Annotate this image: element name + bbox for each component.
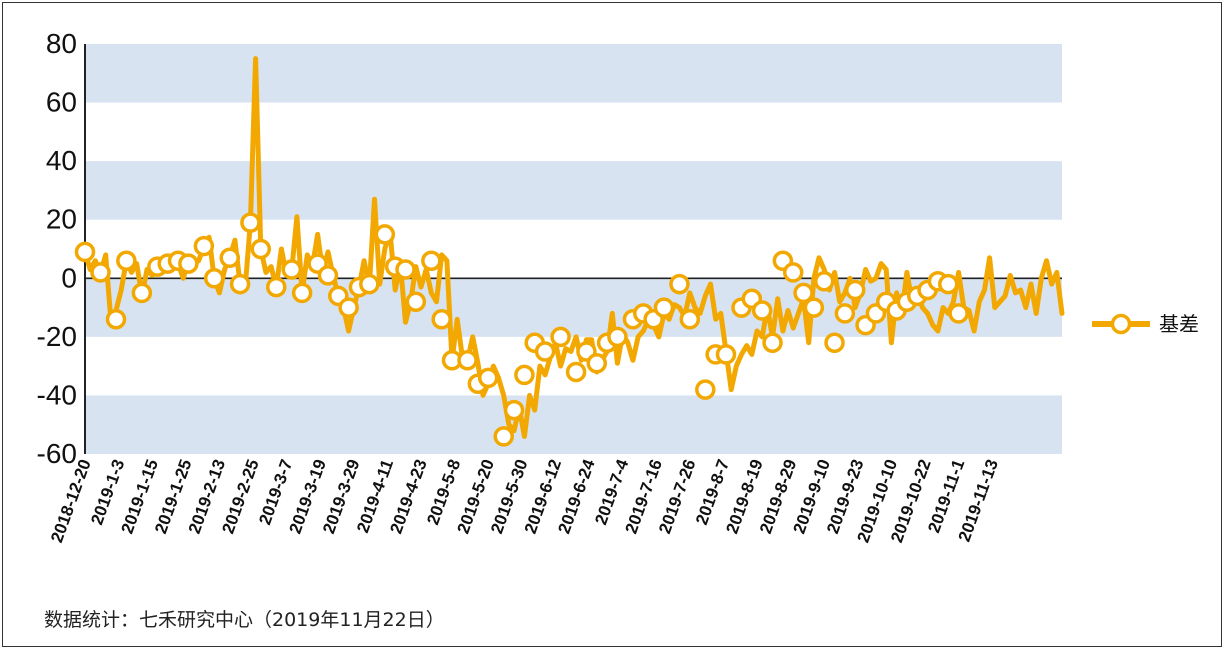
- data-point: [844, 279, 866, 301]
- y-tick-label: -20: [37, 321, 77, 352]
- source-note: 数据统计：七禾研究中心（2019年11月22日）: [44, 609, 445, 631]
- grid-band: [85, 161, 1062, 220]
- data-point: [359, 273, 380, 295]
- y-tick-label: -40: [37, 379, 77, 410]
- data-point: [193, 235, 215, 257]
- data-point: [948, 303, 969, 324]
- data-point: [550, 326, 571, 348]
- data-point: [317, 265, 339, 286]
- data-point: [493, 426, 514, 447]
- data-point: [813, 270, 835, 292]
- data-point: [565, 361, 587, 383]
- data-point: [240, 212, 261, 233]
- data-point: [653, 297, 675, 318]
- data-point: [281, 259, 303, 280]
- y-tick-label: 0: [61, 262, 77, 293]
- data-point: [291, 282, 313, 304]
- data-point: [178, 253, 199, 274]
- data-point: [229, 273, 251, 295]
- y-tick-label: 80: [46, 28, 77, 59]
- data-point: [762, 332, 783, 353]
- data-point: [203, 268, 225, 289]
- x-tick-label: 2018-12-20: [47, 457, 95, 545]
- data-point: [715, 344, 737, 365]
- data-point: [477, 367, 499, 389]
- legend-marker: [1110, 313, 1132, 335]
- data-point: [90, 262, 111, 283]
- data-point: [431, 309, 452, 330]
- data-point: [421, 250, 442, 271]
- data-point: [695, 379, 716, 400]
- data-point: [803, 297, 825, 318]
- data-point: [751, 300, 773, 321]
- y-tick-label: 20: [46, 204, 77, 235]
- data-point: [374, 224, 396, 245]
- data-point: [607, 326, 628, 348]
- data-point: [457, 350, 478, 371]
- data-point: [514, 364, 535, 386]
- data-point: [938, 273, 959, 295]
- data-point: [534, 341, 556, 362]
- data-point: [669, 273, 690, 295]
- y-tick-label: 60: [46, 87, 77, 118]
- data-point: [503, 399, 525, 421]
- data-point: [250, 238, 272, 260]
- data-point: [395, 259, 416, 280]
- data-point: [782, 262, 804, 283]
- legend-label: 基差: [1159, 312, 1199, 336]
- grid-band: [85, 44, 1062, 103]
- data-point: [116, 250, 137, 271]
- data-point: [405, 291, 427, 312]
- data-point: [219, 247, 240, 269]
- data-point: [338, 297, 359, 318]
- data-point: [586, 352, 608, 374]
- data-point: [105, 309, 127, 330]
- data-point: [74, 241, 96, 263]
- y-tick-label: 40: [46, 145, 77, 176]
- data-point: [266, 276, 287, 298]
- data-point: [834, 303, 856, 324]
- data-point: [131, 282, 153, 304]
- data-point: [824, 332, 845, 353]
- grid-band: [85, 395, 1062, 454]
- data-point: [793, 282, 814, 304]
- data-point: [679, 309, 701, 330]
- y-tick-label: -60: [37, 438, 77, 469]
